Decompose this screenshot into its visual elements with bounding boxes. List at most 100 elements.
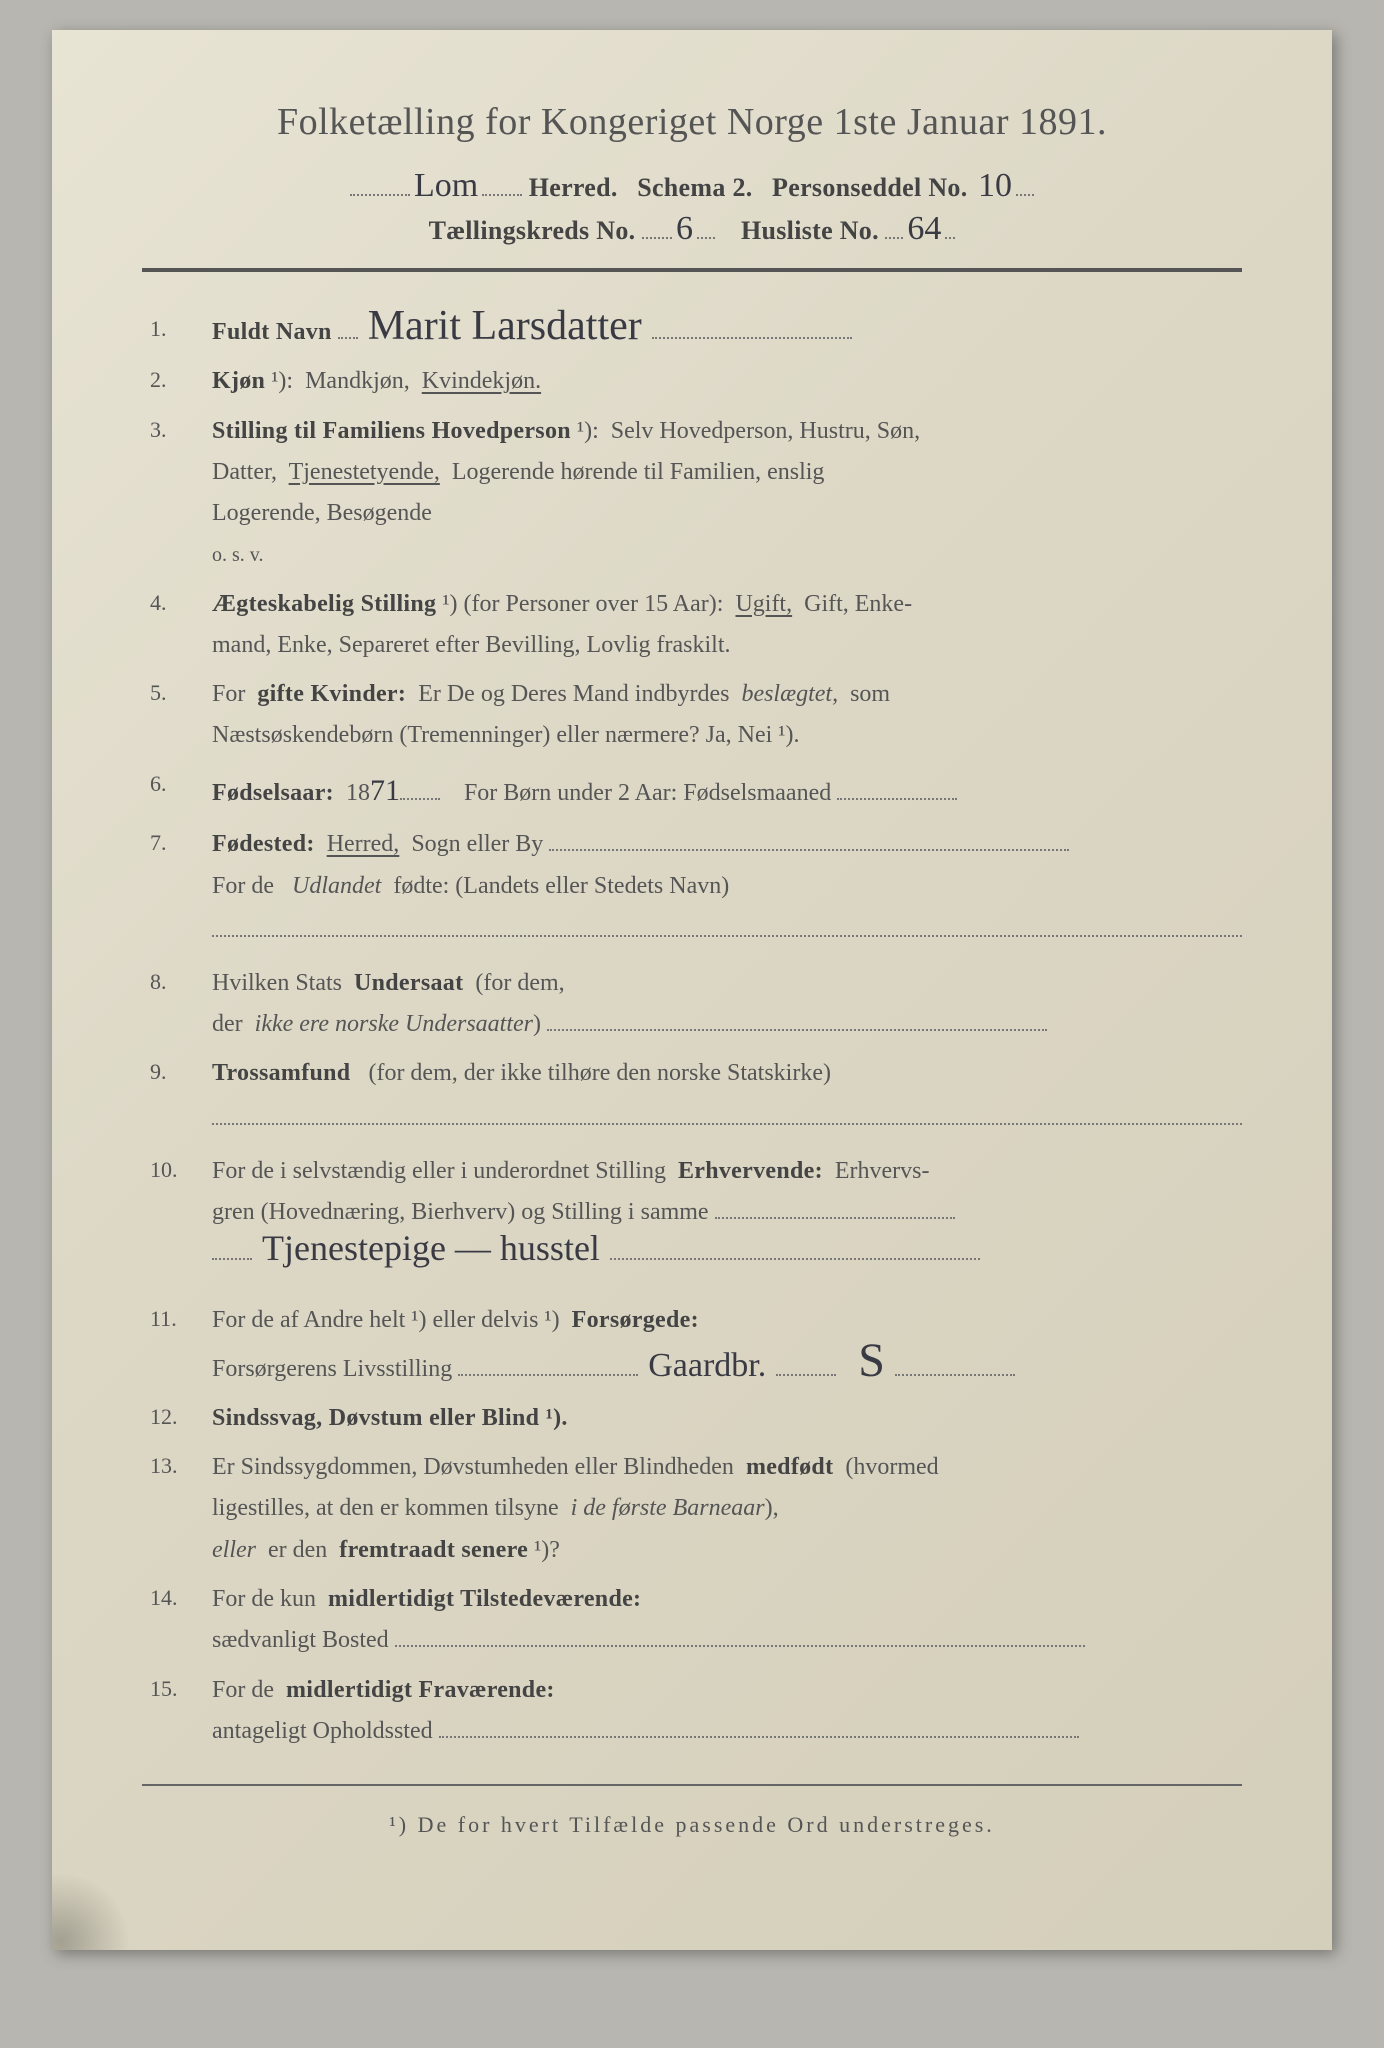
f13-bold2: fremtraadt senere	[339, 1537, 528, 1563]
kreds-value: 6	[672, 210, 697, 247]
field-8: Hvilken Stats Undersaat (for dem, der ik…	[142, 963, 1242, 1046]
f9-bold: Trossamfund	[212, 1060, 350, 1086]
herred-value: Lom	[410, 167, 482, 204]
f4-line2: mand, Enke, Separeret efter Bevilling, L…	[212, 632, 731, 658]
f14-bold: midlertidigt Tilstedeværende:	[328, 1586, 641, 1612]
f3-note: ¹):	[577, 418, 599, 444]
f11-line1a: For de af Andre helt ¹) eller delvis ¹)	[212, 1307, 560, 1333]
f6-rest: For Børn under 2 Aar: Fødselsmaaned	[464, 780, 831, 806]
field-13: Er Sindssygdommen, Døvstumheden eller Bl…	[142, 1447, 1242, 1571]
f11-mark: S	[854, 1334, 889, 1387]
f4-label: Ægteskabelig Stilling	[212, 591, 436, 617]
field-7: Fødested: Herred, Sogn eller By For de U…	[142, 824, 1242, 937]
page-title: Folketælling for Kongeriget Norge 1ste J…	[142, 100, 1242, 144]
footnote: ¹) De for hvert Tilfælde passende Ord un…	[142, 1812, 1242, 1838]
f15-line2: antageligt Opholdssted	[212, 1718, 433, 1744]
field-1: Fuldt Navn Marit Larsdatter	[142, 310, 1242, 353]
f8-line2b: )	[533, 1011, 541, 1037]
field-14: For de kun midlertidigt Tilstedeværende:…	[142, 1579, 1242, 1662]
f3-line3: Logerende, Besøgende	[212, 500, 432, 526]
f9-rest: (for dem, der ikke tilhøre den norske St…	[368, 1060, 831, 1086]
field-6: Fødselsaar: 1871 For Børn under 2 Aar: F…	[142, 765, 1242, 817]
f13-ital: i de første Barneaar	[571, 1495, 765, 1521]
f15-bold: midlertidigt Fraværende:	[286, 1677, 555, 1703]
field-4: Ægteskabelig Stilling ¹) (for Personer o…	[142, 584, 1242, 667]
f10-bold: Erhvervende:	[678, 1158, 823, 1184]
f7-line2i: Udlandet	[292, 873, 381, 899]
f7-underlined: Herred,	[327, 831, 400, 857]
f8-rest1: (for dem,	[475, 970, 564, 996]
f5-text2: som	[850, 681, 890, 707]
f14-lead: For de kun	[212, 1586, 316, 1612]
f2-options: Mandkjøn,	[305, 368, 410, 394]
herred-label: Herred.	[529, 173, 618, 202]
f6-year-prefix: 18	[346, 780, 370, 806]
f11-value: Gaardbr.	[644, 1347, 770, 1384]
f4-underlined: Ugift,	[735, 591, 792, 617]
f12-text: Sindssvag, Døvstum eller Blind ¹).	[212, 1405, 568, 1431]
personseddel-label: Personseddel No.	[772, 173, 967, 202]
f13-line3a: eller	[212, 1537, 256, 1563]
f1-value: Marit Larsdatter	[364, 303, 646, 349]
header-line-1: Lom Herred. Schema 2. Personseddel No. 1…	[142, 172, 1242, 203]
f8-bold: Undersaat	[354, 970, 463, 996]
kreds-label: Tællingskreds No.	[429, 216, 636, 245]
f7-label: Fødested:	[212, 831, 315, 857]
f7-line2a: For de	[212, 873, 274, 899]
schema-label: Schema 2.	[637, 173, 752, 202]
corner-shadow	[52, 1860, 142, 1950]
f4-rest1: Gift, Enke-	[804, 591, 912, 617]
f7-rest: Sogn eller By	[411, 831, 543, 857]
f6-label: Fødselsaar:	[212, 780, 334, 806]
f11-line2a: Forsørgerens Livsstilling	[212, 1356, 452, 1382]
field-3: Stilling til Familiens Hovedperson ¹): S…	[142, 411, 1242, 576]
f13-line3c: ¹)?	[534, 1537, 560, 1563]
f5-bold: gifte Kvinder:	[257, 681, 406, 707]
f1-label: Fuldt Navn	[212, 319, 332, 345]
field-2: Kjøn ¹): Mandkjøn, Kvindekjøn.	[142, 361, 1242, 402]
field-15: For de midlertidigt Fraværende: antageli…	[142, 1670, 1242, 1753]
f3-line2b: Logerende hørende til Familien, enslig	[452, 459, 825, 485]
f8-ital: ikke ere norske Undersaatter	[255, 1011, 533, 1037]
f3-line1a: Selv Hovedperson, Hustru, Søn,	[611, 418, 920, 444]
f13-rest1: (hvormed	[845, 1454, 938, 1480]
f2-label: Kjøn	[212, 368, 265, 394]
census-form-page: Folketælling for Kongeriget Norge 1ste J…	[52, 30, 1332, 1950]
f8-line2a: der	[212, 1011, 243, 1037]
husliste-label: Husliste No.	[741, 216, 879, 245]
f2-note: ¹):	[271, 368, 293, 394]
field-9: Trossamfund (for dem, der ikke tilhøre d…	[142, 1053, 1242, 1124]
f6-year-value: 71	[370, 774, 400, 807]
personseddel-value: 10	[974, 167, 1016, 204]
f11-bold: Forsørgede:	[572, 1307, 699, 1333]
field-12: Sindssvag, Døvstum eller Blind ¹).	[142, 1398, 1242, 1439]
f10-rest1: Erhvervs-	[835, 1158, 930, 1184]
f13-line1a: Er Sindssygdommen, Døvstumheden eller Bl…	[212, 1454, 734, 1480]
f13-line2b: ),	[765, 1495, 779, 1521]
f5-lead: For	[212, 681, 245, 707]
field-5: For gifte Kvinder: Er De og Deres Mand i…	[142, 674, 1242, 757]
f14-line2: sædvanligt Bosted	[212, 1627, 389, 1653]
f15-lead: For de	[212, 1677, 274, 1703]
f5-line2: Næstsøskendebørn (Tremenninger) eller næ…	[212, 722, 799, 748]
field-11: For de af Andre helt ¹) eller delvis ¹) …	[142, 1300, 1242, 1390]
f2-underlined: Kvindekjøn.	[422, 368, 541, 394]
f13-bold: medfødt	[746, 1454, 833, 1480]
field-10: For de i selvstændig eller i underordnet…	[142, 1151, 1242, 1275]
f13-line3b: er den	[268, 1537, 327, 1563]
f8-line1: Hvilken Stats	[212, 970, 342, 996]
f4-note: ¹) (for Personer over 15 Aar):	[442, 591, 723, 617]
f3-line2u: Tjenestetyende,	[289, 459, 440, 485]
f7-line2b: fødte: (Landets eller Stedets Navn)	[393, 873, 729, 899]
f13-line2a: ligestilles, at den er kommen tilsyne	[212, 1495, 559, 1521]
f5-text1: Er De og Deres Mand indbyrdes	[418, 681, 729, 707]
header-line-2: Tællingskreds No. 6 Husliste No. 64	[142, 215, 1242, 246]
field-list: Fuldt Navn Marit Larsdatter Kjøn ¹): Man…	[142, 310, 1242, 1752]
f3-label: Stilling til Familiens Hovedperson	[212, 418, 571, 444]
husliste-value: 64	[903, 210, 945, 247]
f10-line2: gren (Hovednæring, Bierhverv) og Stillin…	[212, 1199, 709, 1225]
f3-line2a: Datter,	[212, 459, 277, 485]
f10-line1a: For de i selvstændig eller i underordnet…	[212, 1158, 666, 1184]
f3-line4: o. s. v.	[212, 544, 263, 566]
divider-bottom	[142, 1784, 1242, 1786]
